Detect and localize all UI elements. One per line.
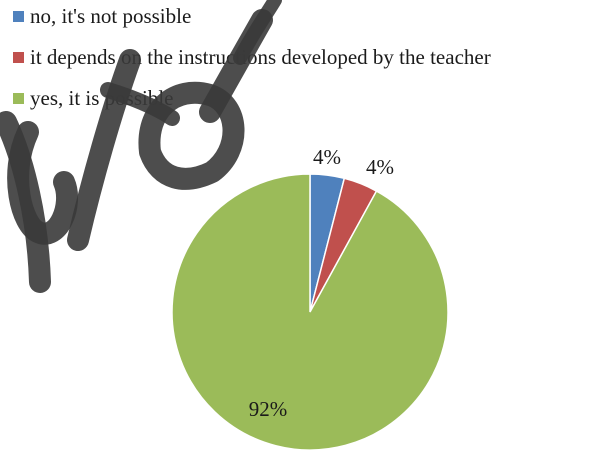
legend-swatch-no	[13, 10, 24, 22]
pie-slices	[171, 173, 449, 450]
pie-slice-2	[171, 173, 449, 450]
legend-swatch-depends	[13, 51, 24, 63]
legend-item-no: no, it's not possible	[13, 4, 491, 28]
pie-labels: 4% 4% 92%	[249, 145, 394, 421]
legend-label-no: no, it's not possible	[30, 3, 192, 28]
pie-data-label-2: 92%	[249, 397, 288, 421]
pie-data-label-0: 4%	[313, 145, 341, 169]
pie-data-label-1: 4%	[366, 155, 394, 179]
legend-swatch-yes	[13, 92, 24, 104]
